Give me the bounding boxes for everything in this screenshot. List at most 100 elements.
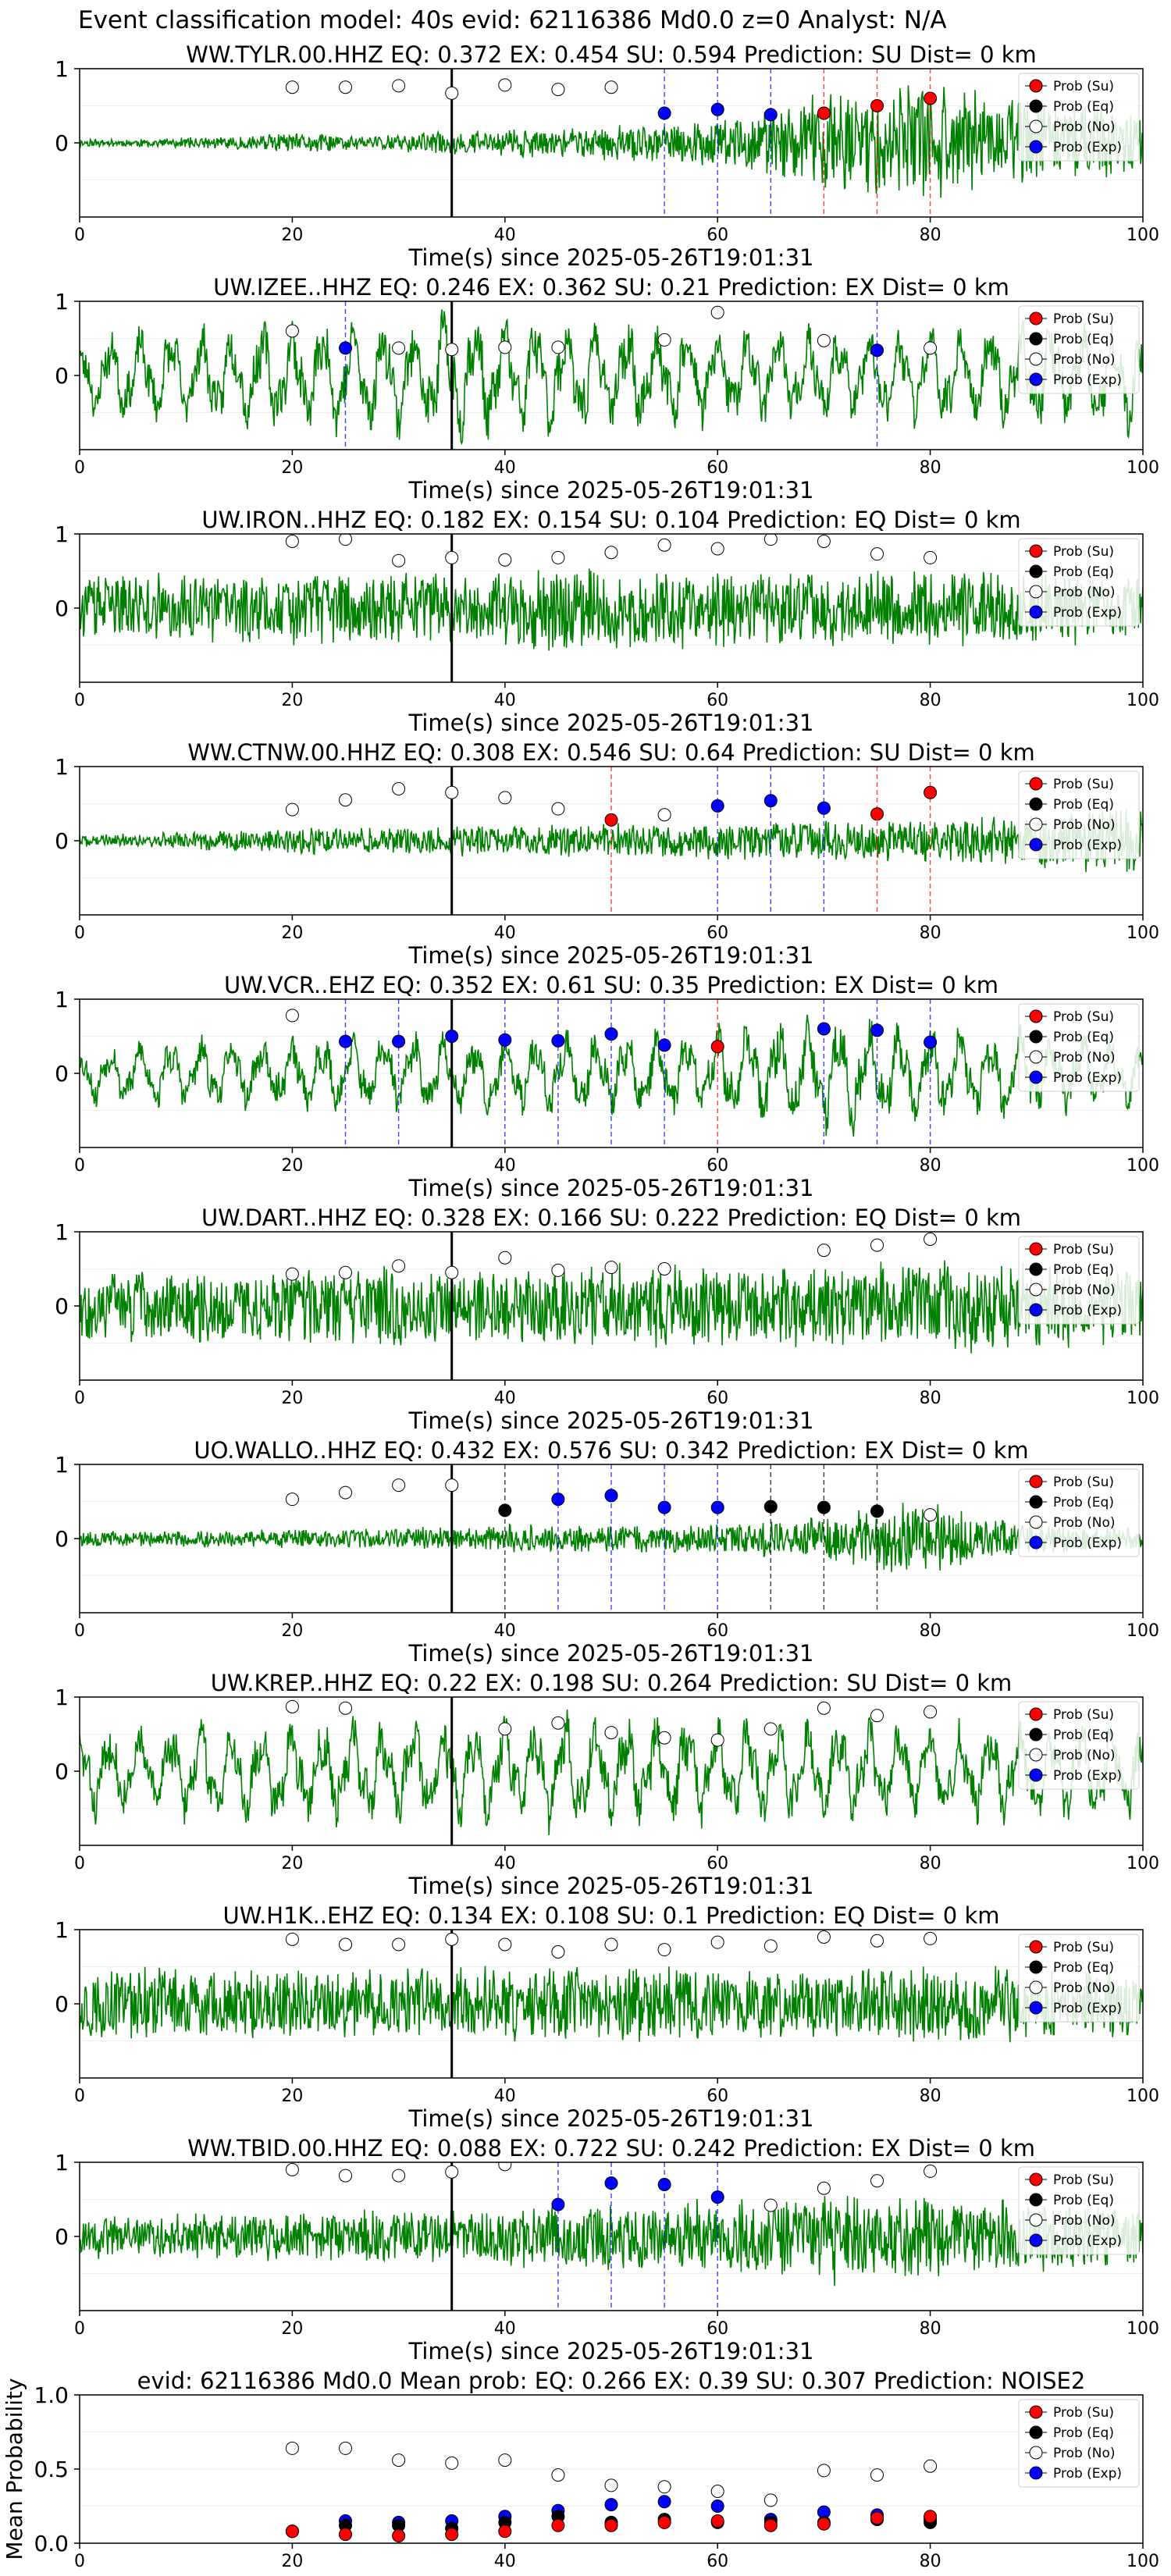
mean-prob-marker-exp	[710, 2500, 724, 2513]
mean-prob-marker-no	[285, 2441, 299, 2455]
prob-marker-no	[392, 782, 406, 795]
x-tick-label: 60	[707, 2319, 728, 2339]
plot-area	[80, 69, 1143, 217]
legend-label-su: Prob (Su)	[1053, 1009, 1114, 1025]
prob-marker-no	[817, 1701, 831, 1715]
prob-marker-no	[392, 553, 406, 568]
legend-marker-eq	[1029, 564, 1043, 578]
prob-marker-no	[445, 343, 459, 357]
legend-label-exp: Prob (Exp)	[1053, 2001, 1122, 2016]
legend-marker-no	[1029, 2213, 1043, 2227]
y-tick-label: 0	[55, 828, 69, 854]
x-tick-label: 80	[920, 2319, 941, 2339]
prob-marker-no	[657, 808, 671, 822]
legend-marker-exp	[1029, 1535, 1043, 1550]
legend-marker-eq	[1029, 99, 1043, 113]
x-tick-label: 0	[74, 691, 85, 710]
y-tick-label: 1	[55, 289, 69, 315]
x-tick-label: 20	[281, 2552, 303, 2571]
prob-marker-exp	[657, 1038, 671, 1052]
prob-marker-no	[445, 2165, 459, 2179]
x-tick-label: 0	[74, 226, 85, 245]
prob-marker-no	[498, 78, 512, 92]
prob-marker-no	[339, 2169, 352, 2183]
x-tick-label: 60	[707, 2552, 728, 2571]
mean-prob-marker-no	[551, 2468, 565, 2482]
prob-marker-no	[870, 547, 884, 561]
legend-label-exp: Prob (Exp)	[1053, 2233, 1122, 2249]
prob-marker-no	[392, 1259, 406, 1273]
waveform-trace	[80, 2196, 1143, 2286]
x-tick-label: 80	[920, 1156, 941, 1176]
x-tick-label: 20	[281, 691, 303, 710]
y-tick-label: 0.0	[34, 2531, 69, 2556]
x-tick-label: 60	[707, 1621, 728, 1641]
prob-marker-no	[604, 1937, 618, 1952]
subplot-title: UW.IRON..HHZ EQ: 0.182 EX: 0.154 SU: 0.1…	[201, 507, 1020, 533]
prob-marker-no	[392, 1478, 406, 1493]
legend-label-exp: Prob (Exp)	[1053, 2466, 1122, 2482]
prob-marker-no	[710, 542, 724, 556]
prob-marker-no	[285, 1699, 299, 1713]
prob-marker-no	[710, 1733, 724, 1747]
legend-marker-no	[1029, 119, 1043, 133]
subplot-title: WW.CTNW.00.HHZ EQ: 0.308 EX: 0.546 SU: 0…	[187, 739, 1035, 766]
prob-marker-no	[285, 1932, 299, 1946]
legend-label-exp: Prob (Exp)	[1053, 1535, 1122, 1551]
prob-marker-no	[551, 1945, 565, 1959]
mean-prob-marker-su	[498, 2524, 512, 2539]
x-tick-label: 60	[707, 691, 728, 710]
y-tick-label: 1	[55, 56, 69, 82]
x-tick-label: 20	[281, 2319, 303, 2339]
y-tick-label: 0	[55, 130, 69, 156]
legend-marker-su	[1029, 1242, 1043, 1256]
legend-label-exp: Prob (Exp)	[1053, 1070, 1122, 1086]
prob-marker-no	[710, 305, 724, 319]
y-tick-label: 1	[55, 987, 69, 1012]
legend-box	[1018, 1701, 1140, 1790]
mean-prob-marker-no	[817, 2464, 831, 2478]
prob-marker-exp	[551, 2197, 565, 2211]
x-tick-label: 0	[74, 1156, 85, 1176]
legend-label-no: Prob (No)	[1053, 1283, 1116, 1298]
legend-marker-exp	[1029, 1070, 1043, 1084]
prob-marker-no	[657, 1943, 671, 1957]
plot-area	[80, 2432, 1143, 2542]
waveform-trace	[80, 309, 1143, 446]
prob-marker-no	[924, 341, 938, 355]
subplot-10: WW.TBID.00.HHZ EQ: 0.088 EX: 0.722 SU: 0…	[55, 2135, 1159, 2364]
legend-label-exp: Prob (Exp)	[1053, 838, 1122, 853]
x-tick-label: 20	[281, 1854, 303, 1873]
x-tick-label: 40	[494, 2552, 516, 2571]
waveform-trace	[80, 1966, 1143, 2043]
subplot-title: evid: 62116386 Md0.0 Mean prob: EQ: 0.26…	[137, 2368, 1086, 2394]
prob-marker-no	[924, 1931, 938, 1945]
waveform-trace	[80, 568, 1143, 651]
x-tick-label: 100	[1127, 1854, 1159, 1873]
legend-marker-no	[1029, 352, 1043, 366]
legend-marker-exp	[1029, 1303, 1043, 1317]
legend-label-su: Prob (Su)	[1053, 2172, 1114, 2188]
legend-label-su: Prob (Su)	[1053, 311, 1114, 327]
legend-label-eq: Prob (Eq)	[1053, 2425, 1114, 2441]
prob-marker-no	[924, 1705, 938, 1719]
x-tick-label: 40	[494, 1389, 516, 1408]
legend-marker-exp	[1029, 2233, 1043, 2247]
legend-label-exp: Prob (Exp)	[1053, 605, 1122, 621]
legend-label-eq: Prob (Eq)	[1053, 564, 1114, 580]
x-tick-label: 40	[494, 1156, 516, 1176]
mean-prob-marker-no	[763, 2493, 778, 2507]
legend-box	[1018, 1003, 1140, 1092]
mean-prob-marker-no	[924, 2459, 938, 2473]
prob-marker-no	[445, 550, 459, 564]
y-tick-label: 0	[55, 1293, 69, 1319]
prob-marker-no	[817, 2181, 831, 2195]
legend-box	[1018, 1934, 1140, 2023]
prob-marker-no	[445, 1932, 459, 1946]
prob-marker-no	[817, 1244, 831, 1258]
prob-marker-no	[817, 333, 831, 347]
prob-marker-exp	[392, 1034, 406, 1048]
prob-marker-no	[445, 785, 459, 799]
legend-marker-eq	[1029, 2193, 1043, 2207]
legend-label-no: Prob (No)	[1053, 1050, 1116, 1066]
